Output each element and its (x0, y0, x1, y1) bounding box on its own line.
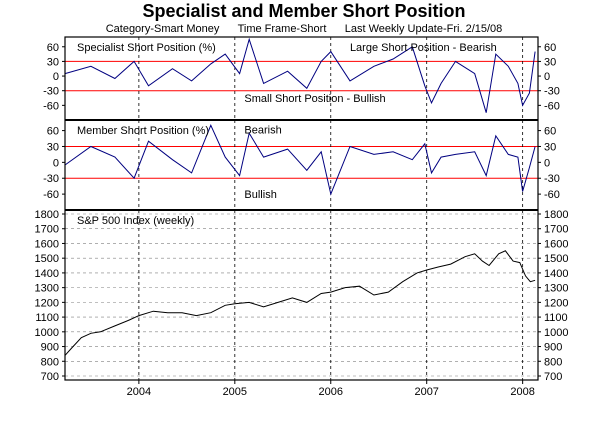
x-tick-label: 2006 (319, 386, 343, 398)
y-tick-left-2: 800 (41, 356, 59, 368)
y-tick-left-2: 1400 (35, 268, 59, 280)
panel-frame-2 (64, 209, 539, 381)
series-line-1-0 (64, 124, 536, 196)
y-tick-left-0: -30 (43, 86, 59, 98)
y-tick-right-0: -30 (544, 86, 560, 98)
y-tick-left-2: 1700 (35, 224, 59, 236)
y-tick-right-1: -60 (544, 189, 560, 201)
y-tick-right-2: 700 (544, 371, 562, 383)
y-tick-right-2: 1200 (544, 297, 568, 309)
y-tick-left-2: 1100 (35, 312, 59, 324)
y-tick-right-2: 1500 (544, 253, 568, 265)
chart-title: Specialist and Member Short Position (142, 1, 466, 21)
y-tick-left-0: 30 (47, 56, 59, 68)
panel-title-1: Member Short Position (%) (77, 125, 209, 137)
annotation-1-0: Bearish (244, 125, 281, 137)
y-tick-left-1: -60 (43, 189, 59, 201)
y-tick-right-2: 1100 (544, 312, 568, 324)
annotation-1-1: Bullish (244, 189, 276, 201)
x-tick-label: 2004 (127, 386, 151, 398)
y-tick-left-1: 30 (47, 141, 59, 153)
x-tick-label: 2007 (414, 386, 438, 398)
y-tick-right-2: 1800 (544, 209, 568, 221)
y-tick-left-2: 1500 (35, 253, 59, 265)
y-tick-left-2: 1200 (35, 297, 59, 309)
timeframe-label: Time Frame-Short (237, 23, 327, 35)
y-tick-right-2: 1400 (544, 268, 568, 280)
y-tick-right-0: -60 (544, 100, 560, 112)
y-tick-right-0: 30 (544, 56, 556, 68)
y-tick-right-1: 30 (544, 141, 556, 153)
y-tick-left-1: 0 (53, 157, 59, 169)
y-tick-left-1: 60 (47, 126, 59, 138)
panel-title-2: S&P 500 Index (weekly) (77, 215, 194, 227)
y-tick-right-1: 0 (544, 157, 550, 169)
y-tick-left-2: 700 (41, 371, 59, 383)
y-tick-right-2: 1300 (544, 283, 568, 295)
series-line-2-0 (64, 250, 536, 356)
y-tick-right-1: 60 (544, 126, 556, 138)
panel-title-0: Specialist Short Position (%) (77, 42, 216, 54)
x-tick-label: 2008 (510, 386, 534, 398)
y-tick-left-0: 0 (53, 71, 59, 83)
annotation-0-1: Small Short Position - Bullish (244, 93, 385, 105)
y-tick-right-0: 0 (544, 71, 550, 83)
update-label: Last Weekly Update-Fri. 2/15/08 (344, 23, 503, 35)
y-tick-left-1: -30 (43, 173, 59, 185)
series-line-0-0 (64, 37, 536, 113)
x-tick-label: 2005 (223, 386, 247, 398)
category-label: Category-Smart Money (105, 23, 220, 35)
y-tick-right-2: 900 (544, 342, 562, 354)
y-tick-left-0: -60 (43, 100, 59, 112)
y-tick-left-2: 1300 (35, 283, 59, 295)
y-tick-left-2: 1800 (35, 209, 59, 221)
y-tick-right-2: 800 (544, 356, 562, 368)
y-tick-right-2: 1600 (544, 238, 568, 250)
y-tick-right-1: -30 (544, 173, 560, 185)
y-tick-right-2: 1700 (544, 224, 568, 236)
y-tick-right-2: 1000 (544, 327, 568, 339)
y-tick-left-0: 60 (47, 42, 59, 54)
y-tick-left-2: 1000 (35, 327, 59, 339)
annotation-0-0: Large Short Position - Bearish (350, 42, 497, 54)
plot-frame (64, 36, 539, 381)
y-tick-right-0: 60 (544, 42, 556, 54)
chart-subtitle: Category-Smart Money Time Frame-Short La… (0, 23, 608, 35)
y-tick-left-2: 1600 (35, 238, 59, 250)
y-tick-left-2: 900 (41, 342, 59, 354)
